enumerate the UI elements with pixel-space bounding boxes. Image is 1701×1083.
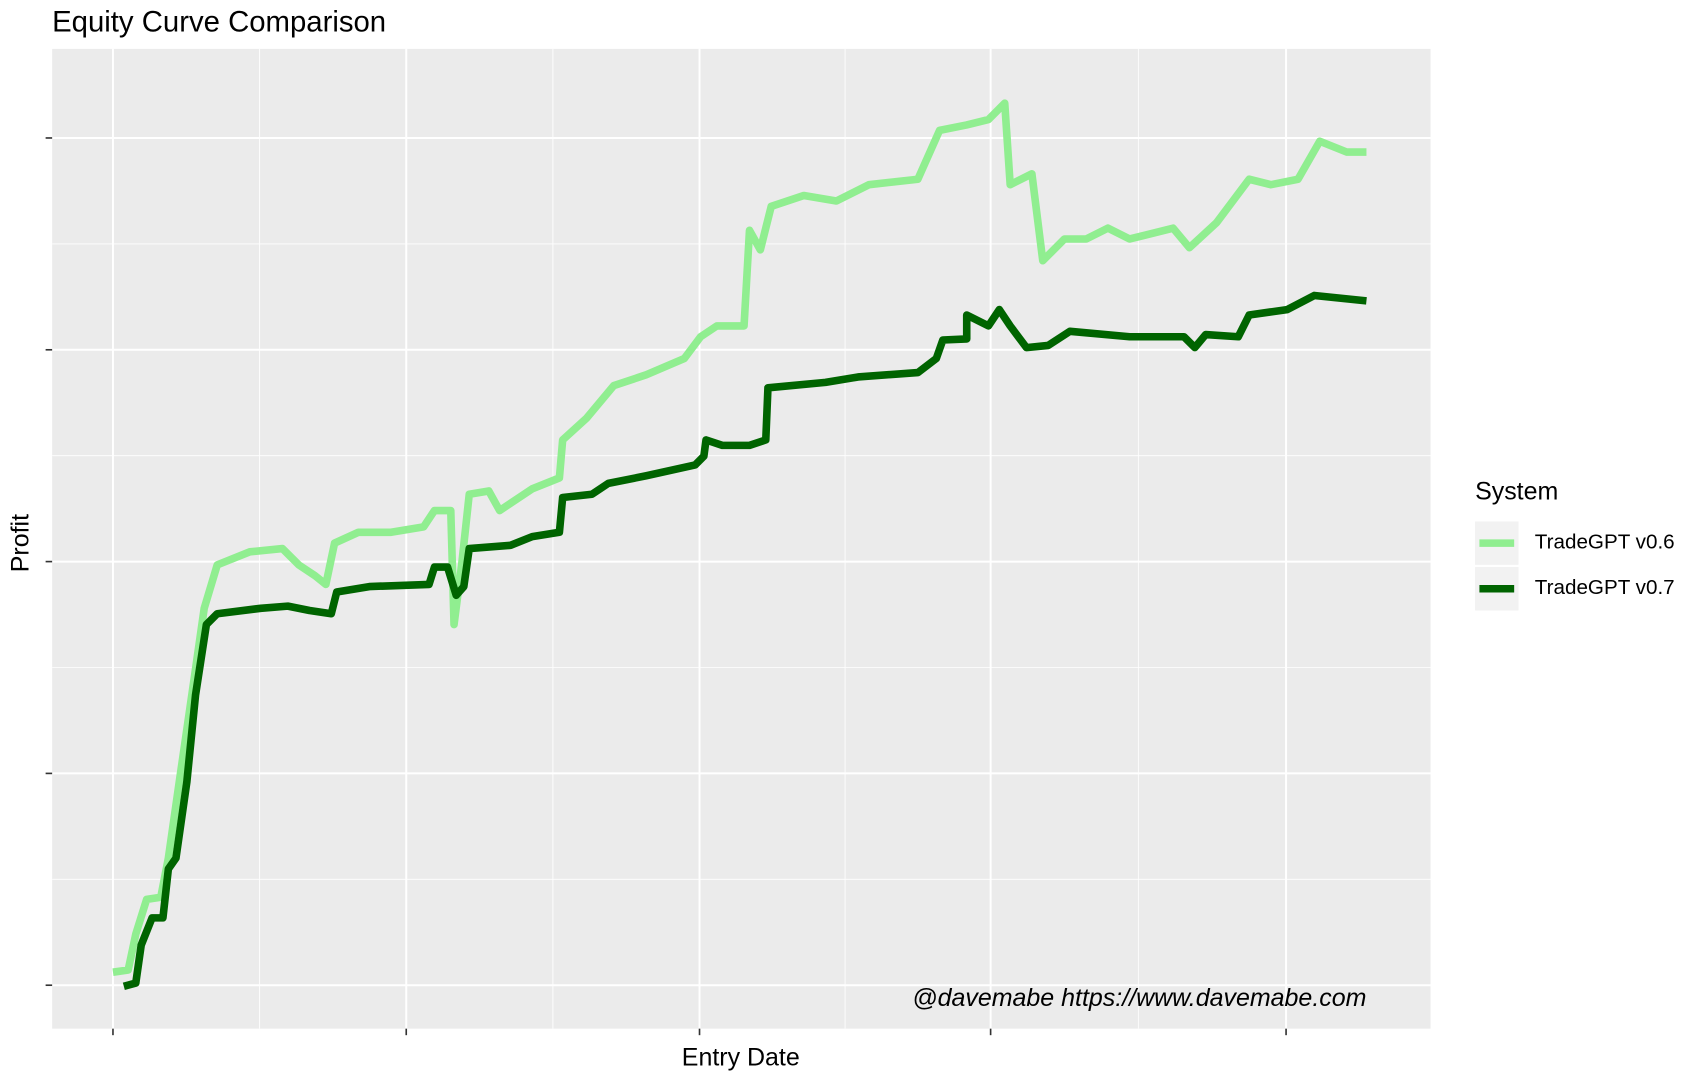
ticks: [45, 137, 1287, 1036]
chart-title: Equity Curve Comparison: [52, 6, 386, 39]
legend: TradeGPT v0.6 TradeGPT v0.7: [1475, 521, 1675, 611]
series-line: [122, 291, 1367, 990]
plot-panel: [52, 48, 1431, 1029]
legend-label: TradeGPT v0.7: [1535, 576, 1675, 599]
x-axis-label: Entry Date: [682, 1044, 800, 1072]
lines: [112, 99, 1367, 990]
y-axis-label: Profit: [6, 514, 34, 572]
legend-title: System: [1475, 478, 1558, 506]
legend-label: TradeGPT v0.6: [1535, 531, 1675, 554]
grid: [52, 48, 1431, 1029]
series-line: [112, 99, 1367, 976]
annotation: @davemabe https://www.davemabe.com: [912, 984, 1366, 1012]
